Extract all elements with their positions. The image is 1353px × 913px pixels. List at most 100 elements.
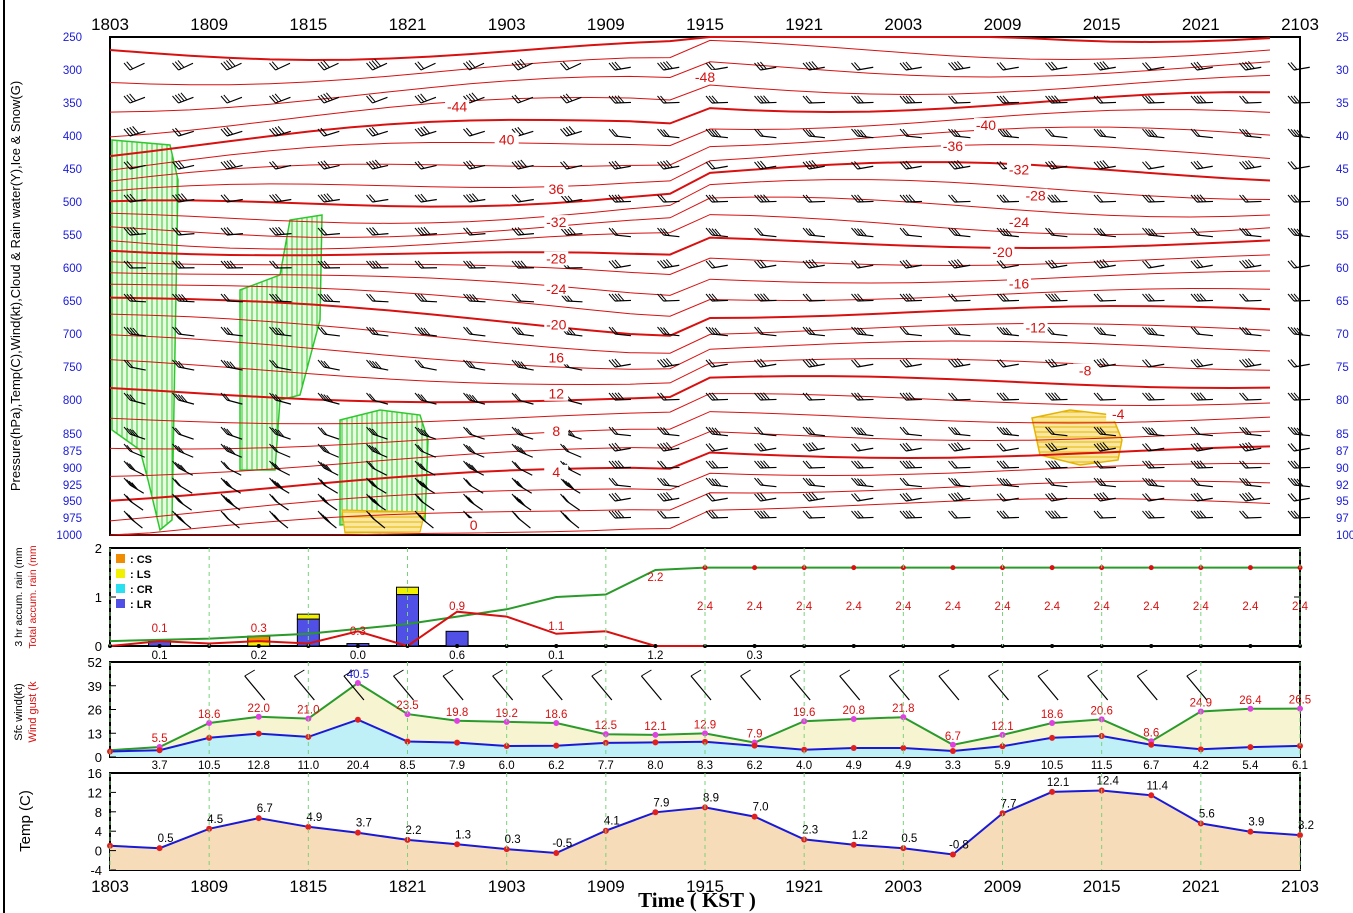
wind-barb-flag: [320, 427, 328, 436]
wind-barb-flag: [757, 510, 764, 519]
wind-barb-flag: [326, 294, 334, 302]
wind-barb: [851, 227, 874, 238]
wind-barb-flag: [1190, 477, 1198, 486]
isotherm-label: -32: [546, 214, 566, 230]
wind-barb-flag: [805, 426, 813, 435]
wind-barb-flag: [469, 193, 476, 202]
wind-barb-flag: [905, 442, 913, 451]
wind-barb: [172, 92, 194, 104]
wind-barb-flag: [1099, 492, 1107, 501]
rain-bar-lr: [445, 630, 469, 647]
wind-barb-flag: [948, 194, 955, 203]
wind-barb-flag: [757, 493, 764, 501]
pressure-tick-label-left: 800: [63, 395, 82, 407]
wind-label: 6.1: [1292, 760, 1308, 772]
wind-barb: [123, 359, 146, 371]
wind-barb-flag: [272, 194, 279, 202]
wind-barb-flag: [711, 293, 719, 302]
wind-barb-flag: [511, 392, 519, 401]
wind-barb-flag: [1002, 478, 1010, 486]
wind-barb-flag: [1045, 443, 1052, 452]
wind-barb-flag: [1048, 359, 1055, 367]
wind-barb-flag: [757, 260, 764, 268]
wind-barb: [123, 493, 144, 511]
wind-barb: [1045, 293, 1068, 302]
wind-barb-flag: [1005, 427, 1013, 436]
wind-barb-flag: [514, 127, 522, 136]
wind-barb-flag: [1287, 392, 1295, 401]
wind-barb-flag: [1296, 129, 1304, 138]
wind-barb-flag: [1242, 62, 1249, 70]
wind-barb: [657, 426, 680, 437]
rain-axis-dot: [950, 644, 955, 648]
gust-point: [553, 720, 560, 727]
wind-barb-flag: [1190, 392, 1198, 401]
wind-barb-flag: [1287, 460, 1295, 469]
wind-barb: [1239, 128, 1262, 139]
wind-barb-flag: [1096, 95, 1104, 104]
gust-label: 26.5: [1289, 695, 1311, 707]
wind-barb: [511, 126, 534, 137]
wind-barb-flag: [657, 62, 664, 71]
wind-barb-flag: [760, 293, 767, 302]
total-rain-label: 0.3: [251, 623, 267, 635]
wind-barb-flag: [665, 442, 673, 450]
wind-barb: [172, 359, 195, 371]
isotherm-label-bg: [1106, 407, 1131, 421]
wind-barb-flag: [711, 194, 719, 203]
wind-barb: [317, 392, 340, 405]
wind-point: [949, 747, 956, 754]
wind-barb-flag: [1054, 194, 1061, 203]
wind-barb-flag: [562, 94, 570, 103]
wind-barb-flag: [1099, 358, 1107, 367]
wind-barb-flag: [560, 510, 567, 519]
wind-barb: [1287, 194, 1311, 203]
wind-barb: [754, 426, 777, 437]
wind-barb-flag: [663, 427, 670, 435]
wind-barb-flag: [857, 460, 864, 469]
wind-barb-flag: [420, 293, 428, 302]
wind-barb-flag: [1196, 160, 1204, 169]
isotherm-label-bg: [1007, 276, 1032, 291]
wind-barb-flag: [956, 160, 964, 168]
wind-barb-flag: [417, 194, 425, 202]
wind-label: 8.3: [697, 760, 713, 772]
wind-barb-flag: [1247, 492, 1255, 500]
wind-barb-flag: [1239, 426, 1246, 435]
isotherm-label: 0: [470, 517, 478, 533]
wind-barb-flag: [954, 478, 961, 486]
gust-label: 18.6: [545, 709, 567, 721]
wind-barb-flag: [417, 427, 425, 436]
wind-barb-flag: [511, 493, 519, 502]
wind-barb-flag: [614, 358, 622, 367]
isotherm-label: -36: [943, 138, 963, 154]
wind-barb: [1287, 227, 1310, 238]
wind-barb: [1142, 326, 1165, 337]
wind-barb: [802, 477, 825, 488]
wind-barb-flag: [999, 62, 1007, 70]
wind-barb-flag: [902, 293, 910, 302]
wind-barb: [996, 227, 1019, 238]
wind-barb: [317, 193, 340, 203]
wind-barb-flag: [320, 94, 328, 103]
wind-barb-flag: [1142, 426, 1149, 435]
wind-label: 3.3: [945, 760, 961, 772]
temp-label: -0.8: [949, 839, 969, 851]
sfc-wind-barb: [938, 669, 960, 701]
rain-y-tick: 1: [95, 590, 102, 605]
wind-barb-flag: [1054, 392, 1061, 401]
wind-barb-flag: [1193, 194, 1201, 203]
wind-barb-flag: [857, 293, 864, 302]
wind-barb: [851, 293, 874, 302]
wind-barb-flag: [951, 128, 958, 137]
wind-barb: [269, 426, 291, 440]
wind-barb-flag: [126, 94, 134, 103]
gust-label: 7.9: [747, 729, 763, 741]
wind-barb: [1190, 442, 1213, 452]
wind-barb-flag: [1242, 194, 1249, 203]
wind-barb-flag: [1245, 492, 1252, 501]
wind-barb-flag: [511, 460, 519, 469]
isotherm-line: [109, 296, 1271, 337]
wind-barb-flag: [369, 260, 376, 269]
pressure-tick-label-right: 95: [1336, 496, 1349, 508]
